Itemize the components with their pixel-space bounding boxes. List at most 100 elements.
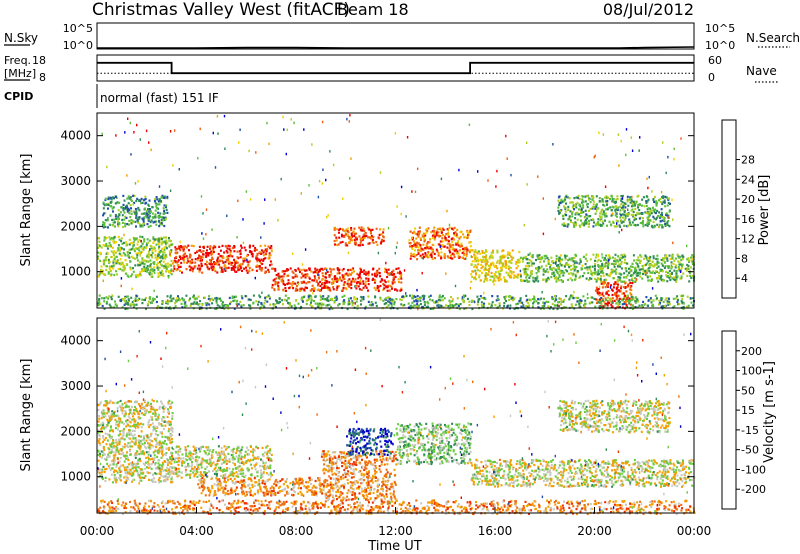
heatmap-cell (396, 205, 398, 208)
heatmap-cell (111, 218, 114, 221)
heatmap-cell (599, 212, 601, 215)
heatmap-cell (405, 292, 407, 295)
heatmap-cell (596, 253, 599, 256)
heatmap-cell (656, 254, 659, 257)
heatmap-cell (496, 267, 499, 270)
heatmap-cell (336, 280, 339, 283)
heatmap-cell (673, 259, 676, 262)
heatmap-cell (297, 302, 300, 305)
heatmap-cell (585, 194, 588, 198)
heatmap-cell (99, 253, 102, 256)
heatmap-cell (119, 465, 122, 469)
heatmap-cell (505, 134, 507, 138)
heatmap-cell (400, 287, 403, 290)
heatmap-cell (190, 260, 193, 263)
heatmap-cell (436, 227, 439, 231)
heatmap-cell (327, 288, 330, 291)
heatmap-cell (136, 254, 139, 257)
heatmap-cell (163, 209, 166, 213)
heatmap-cell (227, 266, 230, 269)
heatmap-cell (682, 305, 685, 309)
heatmap-cell (487, 179, 489, 182)
heatmap-cell (143, 246, 146, 249)
heatmap-cell (594, 265, 596, 268)
heatmap-cell (201, 232, 203, 235)
heatmap-cell (499, 273, 502, 276)
heatmap-cell (595, 280, 598, 283)
heatmap-cell (327, 214, 329, 217)
heatmap-cell (386, 275, 389, 279)
heatmap-cell (649, 263, 652, 266)
heatmap-cell (640, 255, 643, 258)
heatmap-cell (647, 222, 650, 225)
heatmap-cell (168, 271, 171, 274)
heatmap-cell (498, 302, 501, 305)
heatmap-cell (228, 296, 231, 299)
heatmap-cell (568, 215, 571, 218)
heatmap-cell (570, 220, 573, 224)
heatmap-cell (572, 204, 575, 207)
heatmap-cell (175, 255, 178, 259)
heatmap-cell (132, 435, 135, 438)
heatmap-cell (326, 216, 328, 219)
heatmap-cell (416, 243, 419, 246)
heatmap-cell (604, 196, 606, 199)
heatmap-cell (562, 300, 565, 303)
heatmap-cell (147, 256, 150, 259)
heatmap-cell (360, 288, 363, 291)
heatmap-cell (573, 197, 576, 200)
heatmap-cell (162, 196, 165, 199)
heatmap-cell (456, 235, 459, 238)
heatmap-cell (233, 266, 236, 269)
heatmap-cell (152, 241, 155, 244)
heatmap-cell (616, 279, 619, 282)
heatmap-cell (444, 254, 447, 258)
heatmap-cell (618, 263, 621, 266)
heatmap-cell (156, 434, 159, 437)
heatmap-cell (113, 253, 115, 256)
heatmap-cell (428, 295, 430, 298)
heatmap-cell (371, 240, 374, 243)
heatmap-cell (115, 251, 117, 254)
heatmap-cell (469, 286, 472, 290)
heatmap-cell (611, 301, 614, 304)
heatmap-cell (263, 222, 265, 225)
heatmap-cell (99, 245, 101, 248)
heatmap-cell (663, 266, 666, 269)
heatmap-cell (465, 253, 468, 256)
heatmap-cell (125, 295, 128, 298)
heatmap-cell (654, 294, 657, 297)
heatmap-cell (675, 274, 678, 277)
heatmap-cell (166, 458, 169, 461)
heatmap-cell (439, 234, 442, 238)
heatmap-cell (291, 270, 294, 273)
heatmap-cell (115, 255, 118, 258)
heatmap-cell (679, 270, 682, 273)
heatmap-cell (599, 268, 602, 271)
heatmap-cell (488, 266, 491, 269)
heatmap-cell (207, 297, 210, 301)
heatmap-cell (441, 244, 444, 247)
heatmap-cell (602, 203, 605, 206)
heatmap-cell (325, 281, 328, 284)
heatmap-cell (332, 286, 335, 289)
heatmap-cell (137, 264, 140, 267)
freq-tick-top: 18 (32, 54, 46, 67)
heatmap-cell (410, 255, 413, 258)
heatmap-cell (558, 279, 561, 282)
heatmap-cell (631, 195, 633, 199)
heatmap-cell (603, 204, 606, 207)
heatmap-cell (212, 131, 214, 135)
heatmap-cell (434, 236, 436, 239)
heatmap-cell (135, 214, 138, 217)
heatmap-cell (148, 250, 150, 253)
heatmap-cell (141, 258, 144, 261)
heatmap-cell (335, 236, 338, 239)
heatmap-cell (123, 303, 126, 307)
heatmap-cell (271, 286, 274, 289)
heatmap-cell (129, 260, 132, 263)
heatmap-cell (631, 221, 634, 224)
heatmap-cell (128, 197, 131, 200)
heatmap-cell (549, 306, 552, 309)
heatmap-cell (115, 134, 117, 137)
